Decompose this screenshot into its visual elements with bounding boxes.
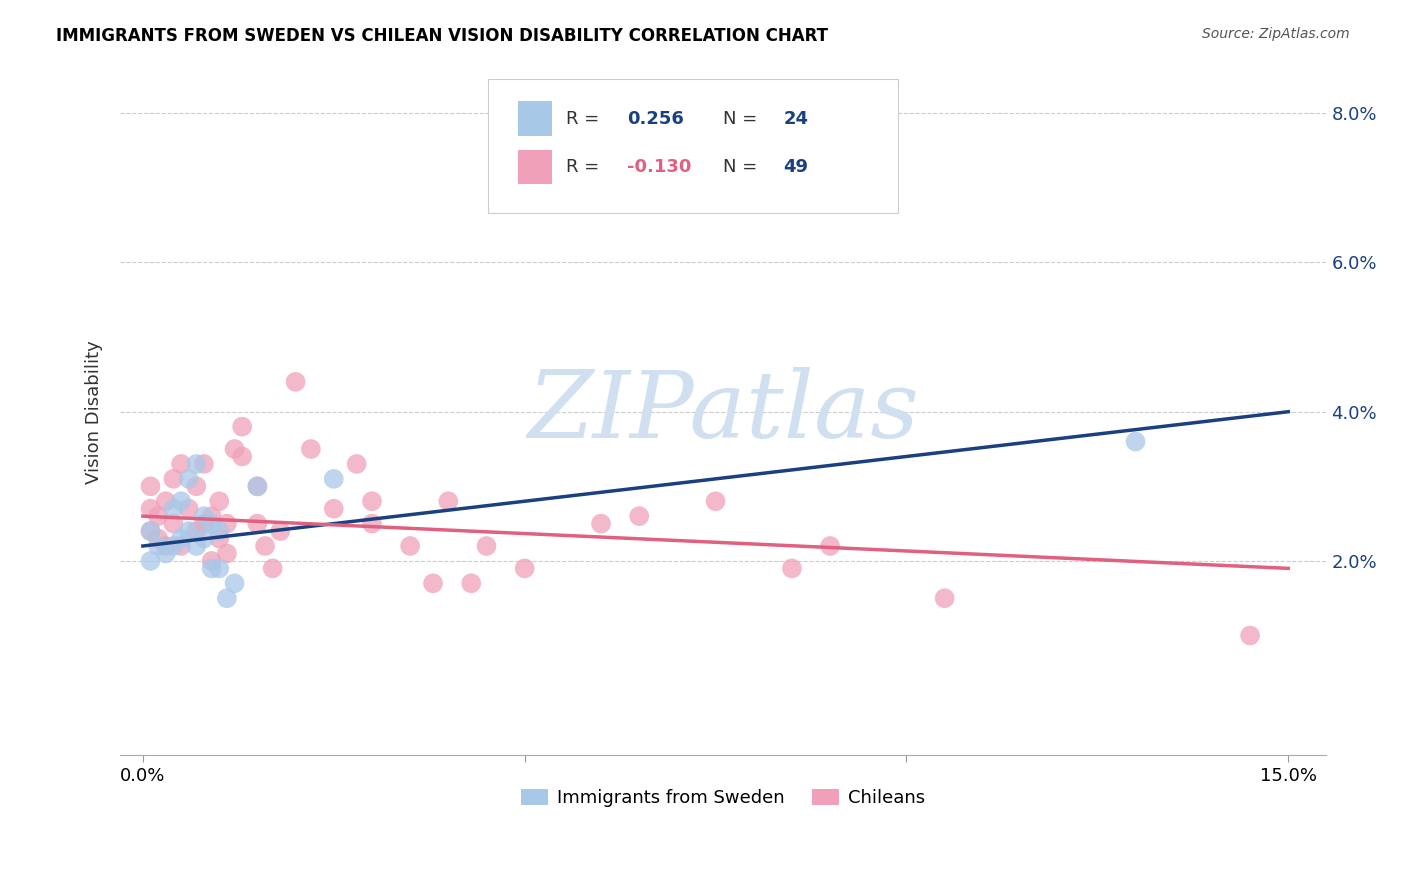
Point — [246, 479, 269, 493]
Point — [208, 532, 231, 546]
Point — [215, 546, 238, 560]
Point — [139, 524, 162, 538]
Point — [246, 479, 269, 493]
Point — [1125, 434, 1147, 449]
Point — [170, 494, 193, 508]
Point — [146, 509, 169, 524]
Point — [704, 494, 727, 508]
Text: ZIPatlas: ZIPatlas — [527, 367, 920, 457]
Point — [460, 576, 482, 591]
Point — [628, 509, 651, 524]
Point — [186, 457, 208, 471]
Point — [139, 554, 162, 568]
Point — [262, 561, 284, 575]
Point — [162, 501, 184, 516]
Text: N =: N = — [723, 110, 763, 128]
Point — [186, 524, 208, 538]
Text: Source: ZipAtlas.com: Source: ZipAtlas.com — [1202, 27, 1350, 41]
Point — [170, 539, 193, 553]
FancyBboxPatch shape — [517, 150, 553, 184]
Point — [177, 472, 200, 486]
Point — [1239, 628, 1261, 642]
Point — [224, 576, 246, 591]
Point — [177, 501, 200, 516]
Point — [399, 539, 422, 553]
Point — [780, 561, 803, 575]
Text: 0.256: 0.256 — [627, 110, 683, 128]
Point — [155, 539, 177, 553]
Point — [208, 494, 231, 508]
Point — [299, 442, 322, 456]
Text: -0.130: -0.130 — [627, 158, 692, 176]
Point — [193, 532, 215, 546]
Point — [208, 561, 231, 575]
Point — [200, 561, 222, 575]
Point — [224, 442, 246, 456]
Point — [200, 509, 222, 524]
Point — [322, 472, 344, 486]
Point — [818, 539, 841, 553]
Y-axis label: Vision Disability: Vision Disability — [86, 340, 103, 483]
Point — [146, 539, 169, 553]
Point — [186, 479, 208, 493]
Point — [193, 509, 215, 524]
Point — [346, 457, 368, 471]
FancyBboxPatch shape — [488, 78, 898, 212]
Point — [139, 501, 162, 516]
Point — [200, 554, 222, 568]
Point — [215, 591, 238, 606]
Point — [284, 375, 307, 389]
Point — [475, 539, 498, 553]
Point — [186, 539, 208, 553]
Point — [422, 576, 444, 591]
Point — [155, 494, 177, 508]
FancyBboxPatch shape — [517, 102, 553, 136]
Text: R =: R = — [567, 158, 606, 176]
Point — [170, 457, 193, 471]
Point — [155, 546, 177, 560]
Point — [215, 516, 238, 531]
Text: IMMIGRANTS FROM SWEDEN VS CHILEAN VISION DISABILITY CORRELATION CHART: IMMIGRANTS FROM SWEDEN VS CHILEAN VISION… — [56, 27, 828, 45]
Point — [193, 516, 215, 531]
Text: R =: R = — [567, 110, 606, 128]
Point — [513, 561, 536, 575]
Point — [246, 516, 269, 531]
Point — [551, 173, 574, 187]
Point — [231, 419, 253, 434]
Point — [200, 516, 222, 531]
Point — [437, 494, 460, 508]
Text: 24: 24 — [783, 110, 808, 128]
Point — [162, 472, 184, 486]
Point — [177, 524, 200, 538]
Point — [162, 516, 184, 531]
Point — [162, 539, 184, 553]
Point — [231, 450, 253, 464]
Text: 49: 49 — [783, 158, 808, 176]
Point — [269, 524, 291, 538]
Point — [139, 524, 162, 538]
Point — [146, 532, 169, 546]
Text: N =: N = — [723, 158, 763, 176]
Point — [589, 516, 612, 531]
Point — [193, 457, 215, 471]
Legend: Immigrants from Sweden, Chileans: Immigrants from Sweden, Chileans — [515, 781, 932, 814]
Point — [934, 591, 956, 606]
Point — [254, 539, 277, 553]
Point — [170, 532, 193, 546]
Point — [139, 479, 162, 493]
Point — [322, 501, 344, 516]
Point — [361, 516, 384, 531]
Point — [361, 494, 384, 508]
Point — [208, 524, 231, 538]
